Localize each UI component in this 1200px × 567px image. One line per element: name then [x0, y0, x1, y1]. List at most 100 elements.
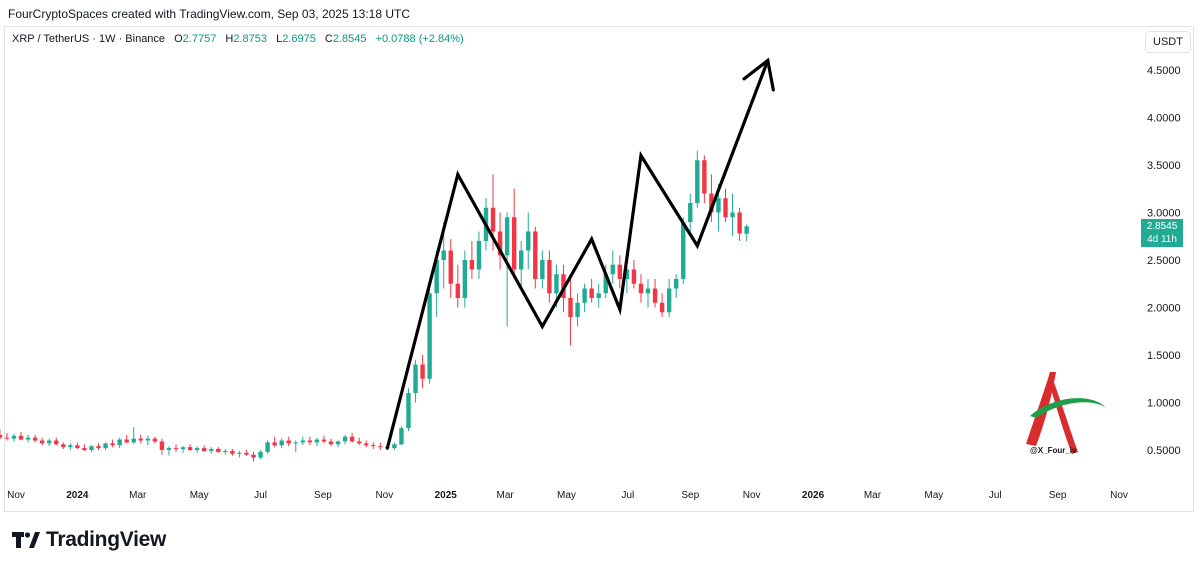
candle[interactable]	[201, 445, 207, 452]
candle[interactable]	[54, 437, 59, 446]
candle[interactable]	[589, 279, 594, 303]
candle[interactable]	[659, 293, 665, 317]
candle[interactable]	[11, 433, 17, 442]
candle[interactable]	[244, 450, 249, 456]
candle[interactable]	[328, 438, 334, 447]
candle[interactable]	[462, 250, 468, 308]
candle[interactable]	[364, 440, 369, 448]
candle[interactable]	[61, 442, 66, 450]
candle[interactable]	[427, 288, 432, 384]
symbol-label[interactable]: XRP / TetherUS · 1W · Binance	[12, 33, 166, 45]
candle[interactable]	[638, 274, 644, 303]
candle[interactable]	[702, 155, 707, 204]
candle[interactable]	[547, 250, 552, 303]
candle[interactable]	[82, 444, 87, 451]
candle[interactable]	[744, 224, 749, 242]
candle[interactable]	[307, 436, 313, 446]
candle[interactable]	[455, 264, 461, 308]
candle[interactable]	[645, 279, 651, 308]
candle[interactable]	[652, 279, 658, 308]
candle[interactable]	[166, 446, 172, 456]
candle[interactable]	[406, 388, 411, 431]
candle[interactable]	[582, 283, 587, 313]
candle[interactable]	[18, 431, 24, 441]
currency-unit-button[interactable]: USDT	[1145, 31, 1191, 53]
candle[interactable]	[504, 212, 510, 327]
candle[interactable]	[335, 440, 341, 448]
candle[interactable]	[209, 447, 214, 454]
candle[interactable]	[575, 293, 580, 327]
candle[interactable]	[497, 212, 503, 270]
candle[interactable]	[617, 255, 623, 289]
candle[interactable]	[152, 436, 158, 444]
candle[interactable]	[448, 239, 453, 298]
candle[interactable]	[68, 443, 73, 450]
candle[interactable]	[631, 260, 637, 289]
candle[interactable]	[0, 429, 3, 440]
candle[interactable]	[230, 449, 235, 456]
candle[interactable]	[89, 445, 94, 452]
candle[interactable]	[673, 274, 679, 298]
candle[interactable]	[237, 450, 242, 458]
candle[interactable]	[180, 446, 186, 453]
tradingview-branding[interactable]: TradingView	[12, 528, 166, 552]
candle[interactable]	[314, 437, 320, 447]
candle[interactable]	[533, 226, 538, 289]
candle[interactable]	[511, 188, 517, 279]
candle[interactable]	[378, 442, 383, 450]
projection-path-line[interactable]	[385, 58, 770, 450]
candle[interactable]	[159, 438, 165, 455]
candle[interactable]	[519, 241, 524, 289]
candle[interactable]	[568, 279, 573, 346]
candle[interactable]	[216, 447, 221, 453]
candle[interactable]	[342, 434, 348, 445]
candle[interactable]	[96, 443, 101, 450]
candle[interactable]	[293, 440, 298, 452]
candle[interactable]	[145, 435, 151, 446]
candle[interactable]	[124, 434, 129, 444]
candle[interactable]	[279, 438, 284, 449]
candle[interactable]	[688, 193, 693, 232]
candle[interactable]	[75, 442, 80, 450]
candle[interactable]	[349, 432, 355, 443]
candle[interactable]	[610, 250, 615, 284]
candle[interactable]	[187, 444, 193, 451]
candle[interactable]	[110, 439, 115, 448]
candle[interactable]	[117, 437, 122, 449]
candle[interactable]	[737, 207, 742, 241]
candle[interactable]	[223, 449, 228, 455]
candle[interactable]	[413, 359, 418, 403]
candle[interactable]	[194, 446, 200, 453]
candle[interactable]	[399, 426, 404, 446]
candle[interactable]	[321, 435, 327, 444]
candle[interactable]	[300, 436, 306, 446]
candle[interactable]	[131, 427, 136, 445]
candle[interactable]	[681, 217, 686, 284]
candle[interactable]	[258, 450, 263, 460]
candle[interactable]	[526, 212, 531, 270]
candle[interactable]	[272, 436, 277, 448]
candle[interactable]	[356, 437, 362, 446]
candle[interactable]	[723, 188, 728, 222]
candle[interactable]	[286, 436, 291, 447]
candle[interactable]	[251, 451, 256, 462]
candle[interactable]	[476, 231, 482, 280]
candle[interactable]	[469, 241, 475, 279]
candle[interactable]	[596, 283, 601, 308]
candle[interactable]	[265, 440, 270, 454]
candle[interactable]	[666, 279, 672, 317]
candle[interactable]	[709, 174, 714, 223]
candle[interactable]	[540, 250, 545, 289]
candle[interactable]	[730, 193, 735, 237]
candle[interactable]	[138, 434, 143, 444]
candle[interactable]	[420, 355, 425, 389]
candle[interactable]	[32, 434, 38, 443]
candle[interactable]	[173, 444, 179, 452]
candle[interactable]	[4, 432, 10, 441]
candle[interactable]	[371, 442, 376, 450]
candle[interactable]	[392, 442, 397, 450]
candle[interactable]	[25, 434, 31, 443]
candle[interactable]	[39, 437, 45, 446]
candle[interactable]	[47, 438, 52, 447]
